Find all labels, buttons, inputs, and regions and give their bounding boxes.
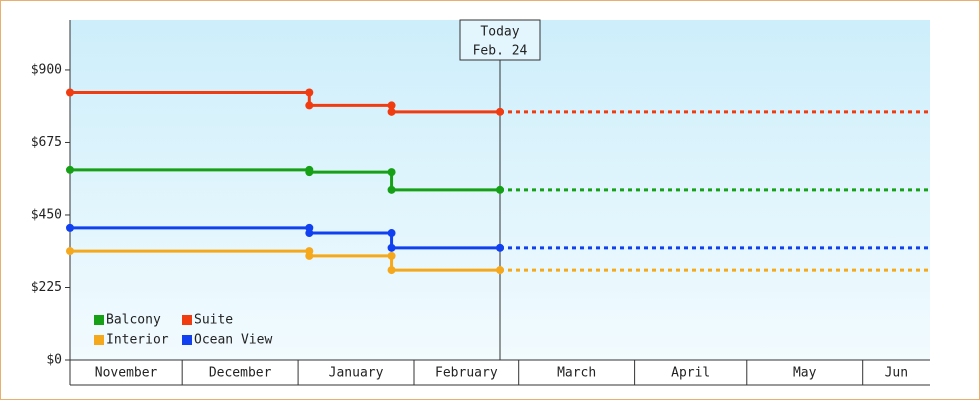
x-tick-label: December	[209, 366, 272, 381]
price-point	[387, 168, 396, 177]
price-point	[387, 107, 396, 116]
price-line	[70, 168, 500, 192]
y-tick-label: $675	[31, 135, 62, 150]
price-point	[66, 223, 74, 232]
legend-label: Ocean View	[194, 333, 272, 348]
price-point	[66, 88, 74, 97]
price-point	[66, 165, 74, 174]
price-point	[387, 101, 396, 110]
legend-swatch	[94, 335, 104, 345]
x-tick-label: Jun	[885, 366, 908, 381]
legend-swatch	[94, 315, 104, 325]
today-label: Feb. 24	[473, 44, 528, 59]
price-point	[496, 266, 504, 275]
x-tick-label: May	[793, 366, 817, 381]
x-tick-label: April	[671, 366, 710, 381]
price-line	[70, 91, 500, 114]
x-tick-label: January	[329, 366, 384, 381]
x-tick-label: March	[557, 366, 596, 381]
legend-label: Interior	[106, 333, 169, 348]
today-box	[459, 19, 541, 61]
y-tick-label: $900	[31, 62, 62, 77]
price-point	[305, 251, 314, 260]
price-point	[387, 243, 396, 252]
x-tick-label: February	[435, 366, 498, 381]
price-point	[496, 185, 504, 194]
price-point	[387, 266, 396, 275]
legend-swatch	[182, 335, 192, 345]
price-point	[66, 247, 74, 256]
price-point	[305, 101, 314, 110]
legend-label: Balcony	[106, 313, 161, 328]
price-point	[496, 243, 504, 252]
price-point	[305, 229, 314, 238]
price-point	[387, 251, 396, 260]
y-tick-label: $0	[46, 353, 62, 368]
y-tick-label: $450	[31, 207, 62, 222]
legend-swatch	[182, 315, 192, 325]
price-line	[70, 249, 500, 272]
y-tick-label: $225	[31, 280, 62, 295]
price-point	[305, 168, 314, 177]
price-point	[387, 229, 396, 238]
price-point	[305, 88, 314, 97]
price-point	[496, 107, 504, 116]
legend-label: Suite	[194, 313, 233, 328]
price-point	[387, 185, 396, 194]
price-line	[70, 226, 500, 250]
x-tick-label: November	[95, 366, 158, 381]
today-label: Today	[480, 25, 519, 40]
